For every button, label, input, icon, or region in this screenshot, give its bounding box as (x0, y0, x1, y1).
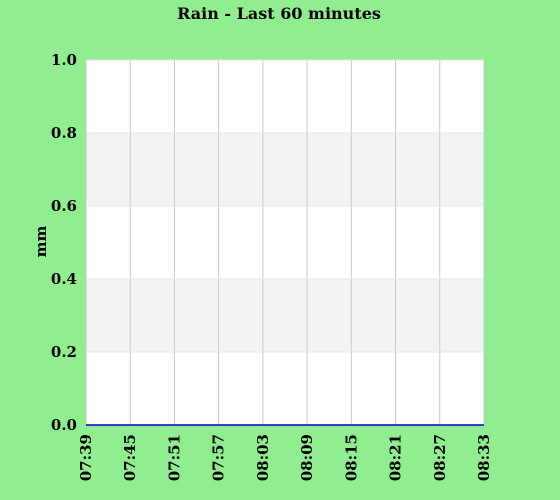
plot-area (86, 60, 484, 425)
y-tick-label: 0.8 (51, 124, 77, 142)
y-tick-label: 0.6 (51, 197, 77, 215)
y-tick-labels: 0.0 0.2 0.4 0.6 0.8 1.0 (51, 51, 77, 434)
y-tick-label: 0.0 (51, 416, 77, 434)
plot-band (86, 133, 484, 206)
x-tick-label: 08:21 (387, 434, 405, 481)
chart-title: Rain - Last 60 minutes (177, 4, 381, 23)
x-tick-label: 07:57 (210, 434, 228, 481)
y-tick-label: 0.4 (51, 270, 77, 288)
x-tick-label: 08:33 (475, 434, 493, 481)
x-tick-label: 08:27 (431, 434, 449, 481)
x-tick-label: 07:39 (77, 434, 95, 481)
x-tick-label: 08:09 (298, 434, 316, 481)
y-tick-label: 1.0 (51, 51, 77, 69)
x-tick-label: 08:15 (342, 434, 360, 481)
x-tick-label: 07:51 (165, 434, 183, 481)
y-axis-label: mm (32, 226, 50, 258)
x-tick-label: 07:45 (121, 434, 139, 481)
x-tick-labels: 07:39 07:45 07:51 07:57 08:03 08:09 08:15 08:21… (77, 434, 493, 481)
x-tick-label: 08:03 (254, 434, 272, 481)
plot-band (86, 279, 484, 352)
plot-bands (86, 133, 484, 352)
y-tick-label: 0.2 (51, 343, 77, 361)
